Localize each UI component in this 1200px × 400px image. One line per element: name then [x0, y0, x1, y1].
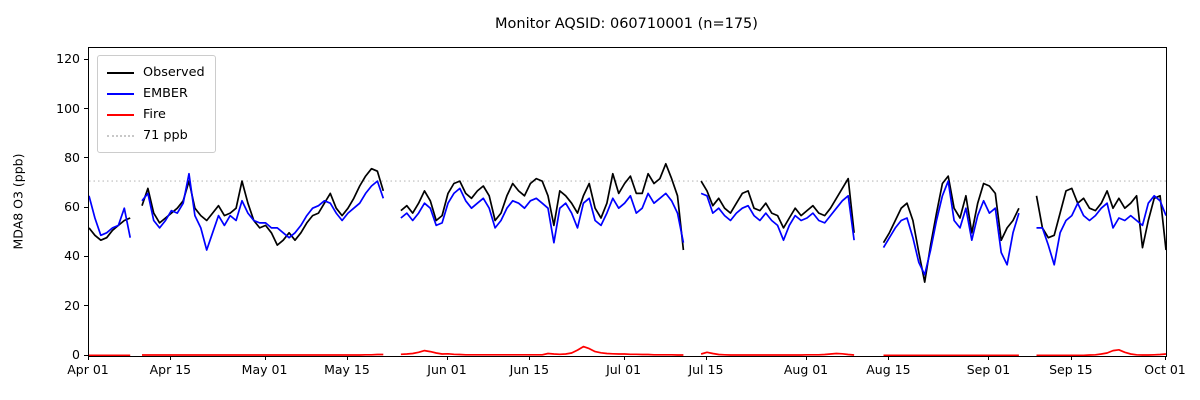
x-tick-label: Sep 15	[1049, 362, 1093, 377]
legend-label: EMBER	[143, 86, 188, 101]
series-ember-line	[1036, 194, 1166, 266]
series-observed-line	[400, 162, 685, 251]
y-tick-mark	[84, 157, 88, 159]
y-tick-mark	[84, 58, 88, 60]
observed-line-sample-icon	[107, 71, 134, 74]
x-tick-label: Jul 01	[606, 362, 642, 377]
x-tick-label: Jul 15	[688, 362, 724, 377]
y-tick-label: 60	[64, 199, 80, 215]
series-ember-line	[400, 187, 685, 244]
y-tick-label: 120	[56, 51, 80, 67]
legend-item-fire: Fire	[107, 104, 205, 125]
x-tick-mark	[1070, 356, 1072, 360]
series-observed-line	[141, 167, 385, 246]
x-tick-mark	[264, 356, 266, 360]
y-tick-mark	[84, 305, 88, 307]
y-tick-label: 20	[64, 297, 80, 313]
legend-label: Fire	[143, 107, 166, 122]
x-tick-mark	[346, 356, 348, 360]
fire-line-sample-icon	[107, 113, 134, 116]
x-tick-label: Aug 15	[866, 362, 911, 377]
y-tick-label: 100	[56, 100, 80, 116]
x-tick-label: Jun 01	[427, 362, 467, 377]
y-tick-mark	[84, 255, 88, 257]
series-ember-line	[882, 180, 1020, 276]
x-tick-label: May 01	[241, 362, 288, 377]
y-tick-mark	[84, 206, 88, 208]
x-tick-label: Jun 15	[509, 362, 550, 377]
legend-label: Observed	[143, 65, 205, 80]
x-tick-mark	[88, 356, 89, 360]
chart-title: Monitor AQSID: 060710001 (n=175)	[495, 16, 758, 32]
series-observed-line	[882, 175, 1020, 283]
legend-item-ember: EMBER	[107, 83, 205, 104]
y-tick-label: 40	[64, 248, 80, 264]
x-tick-mark	[705, 356, 707, 360]
y-axis-label: MDA8 O3 (ppb)	[10, 153, 26, 250]
y-tick-mark	[84, 354, 88, 356]
series-observed-line	[89, 217, 131, 242]
ember-line-sample-icon	[107, 92, 134, 95]
x-tick-mark	[170, 356, 172, 360]
x-tick-mark	[447, 356, 448, 360]
series-ember-line	[89, 195, 132, 238]
x-tick-label: Apr 15	[149, 362, 192, 377]
x-tick-label: Apr 01	[67, 362, 109, 377]
threshold-line-sample-icon	[107, 134, 134, 137]
x-tick-mark	[988, 356, 990, 360]
legend-label: 71 ppb	[143, 128, 188, 143]
y-tick-label: 80	[64, 149, 80, 165]
plot-area: Observed EMBER Fire 71 ppb	[88, 47, 1167, 357]
series-fire-line	[1036, 348, 1166, 356]
series-observed-line	[1035, 187, 1166, 251]
x-tick-mark	[888, 356, 890, 360]
y-tick-mark	[84, 108, 88, 110]
x-tick-label: Oct 01	[1144, 362, 1186, 377]
x-tick-mark	[806, 356, 807, 360]
series-fire-line	[400, 345, 684, 356]
legend-item-observed: Observed	[107, 62, 205, 83]
x-tick-mark	[529, 356, 531, 360]
legend: Observed EMBER Fire 71 ppb	[97, 55, 216, 153]
x-tick-label: Sep 01	[966, 362, 1011, 377]
series-ember-line	[141, 172, 385, 251]
x-tick-mark	[623, 356, 625, 360]
series-fire-line	[700, 351, 855, 356]
x-tick-mark	[1165, 356, 1166, 360]
plot-canvas	[89, 162, 1166, 356]
x-tick-label: May 15	[324, 362, 370, 377]
series-observed-line	[700, 177, 855, 233]
y-tick-label: 0	[72, 347, 80, 362]
series-fire-line	[142, 353, 384, 356]
x-tick-label: Aug 01	[783, 362, 829, 377]
series-ember-line	[700, 192, 855, 242]
legend-item-threshold: 71 ppb	[107, 125, 205, 146]
